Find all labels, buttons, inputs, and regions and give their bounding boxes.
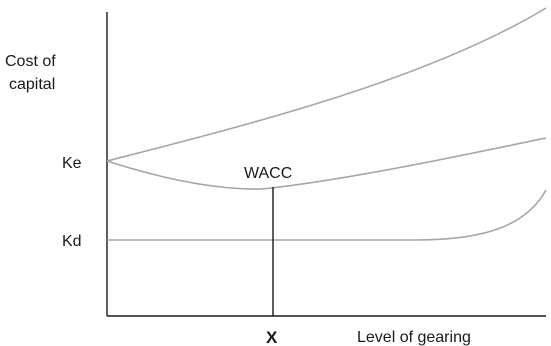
optimum-x-label: X <box>266 328 278 346</box>
wacc-label: WACC <box>244 165 292 182</box>
y-axis-title-line1: Cost of <box>5 53 56 70</box>
cost-of-equity-curve <box>106 7 547 162</box>
kd-label: Kd <box>62 233 82 250</box>
cost-of-debt-curve <box>107 189 547 241</box>
wacc-curve <box>106 137 547 190</box>
y-axis-title-line2: capital <box>9 76 55 93</box>
ke-label: Ke <box>62 155 82 172</box>
x-axis-title: Level of gearing <box>357 329 471 346</box>
